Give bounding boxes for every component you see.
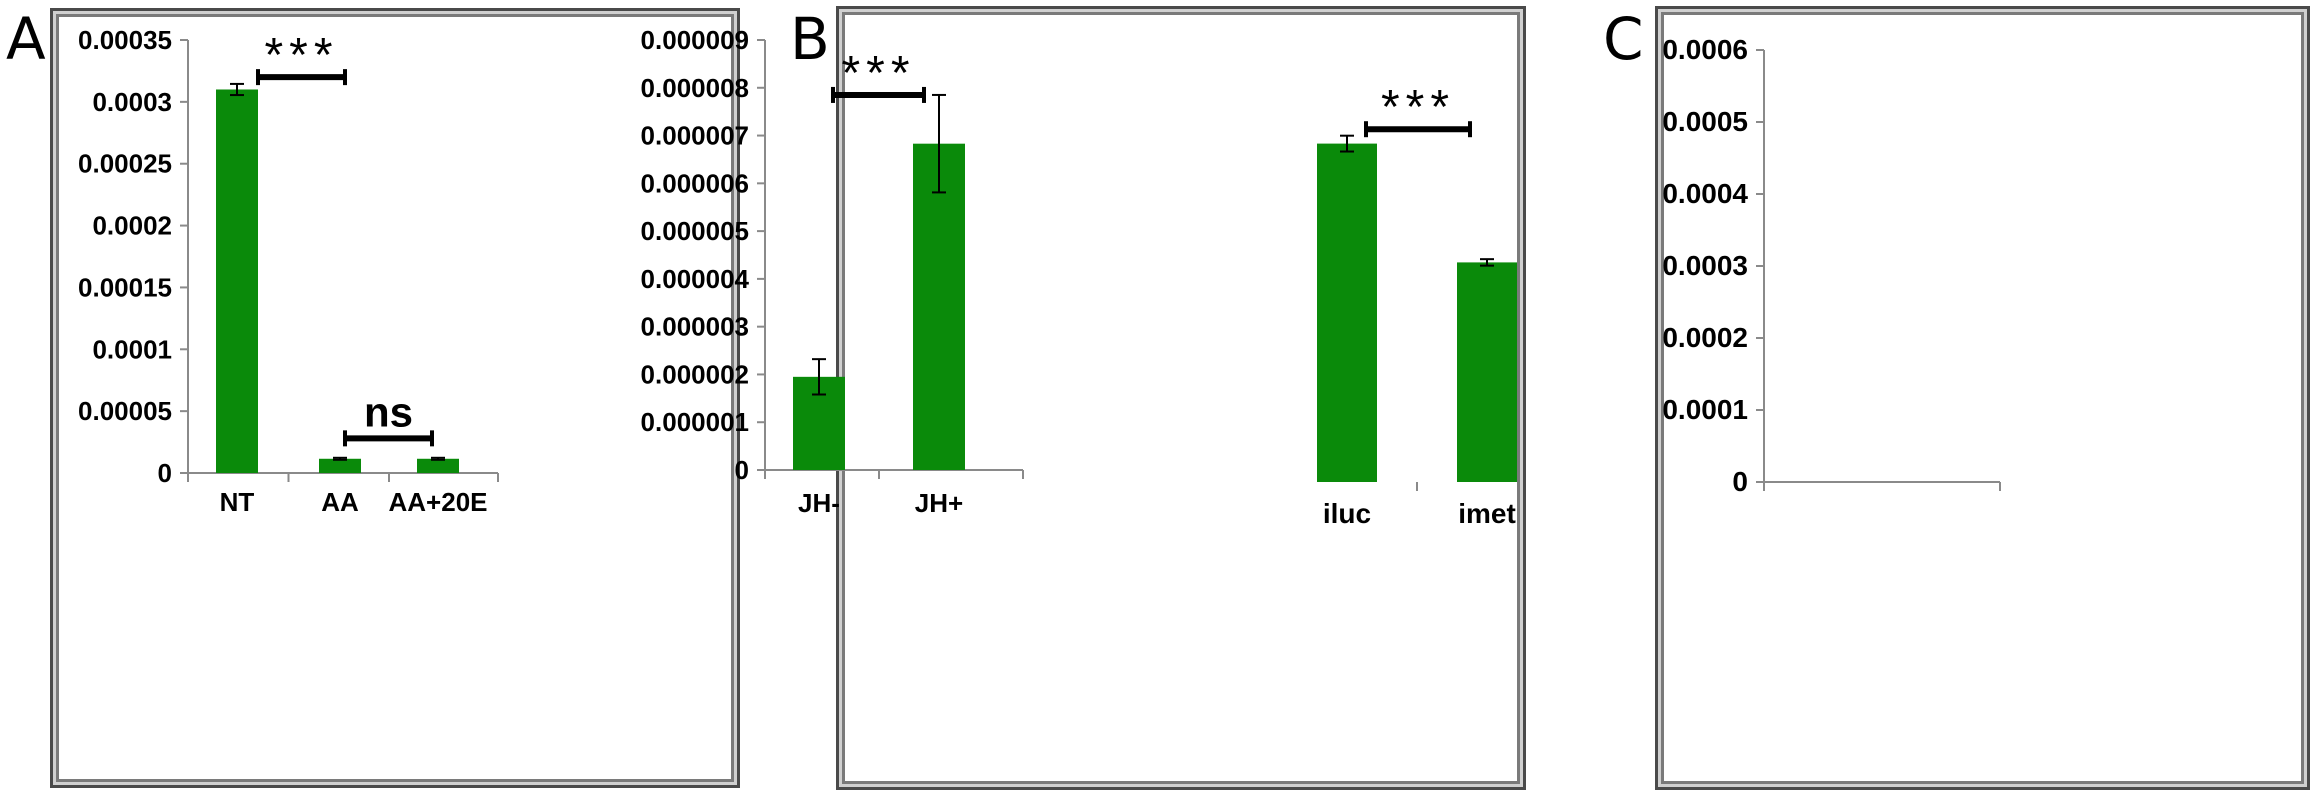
y-tick-label-a: 0.00005 [78, 396, 172, 426]
y-tick-label-a: 0.0003 [92, 87, 172, 117]
y-tick-label-b: 0.000006 [641, 168, 749, 198]
significance-stars-b: *** [841, 47, 915, 100]
category-label-c: iluc [1323, 498, 1371, 529]
y-tick-label-b: 0.000004 [641, 264, 750, 294]
panel-frame-a [50, 8, 740, 788]
y-tick-label-b: 0 [735, 455, 749, 485]
y-tick-label-a: 0.00025 [78, 149, 172, 179]
y-tick-label-c: 0.0004 [1662, 178, 1748, 209]
significance-stars-a: *** [264, 29, 338, 82]
bar-c-imet [1457, 262, 1517, 482]
panel-letter-a: A [6, 5, 46, 73]
y-tick-label-a: 0.00035 [78, 25, 172, 55]
bar-b-jh [913, 143, 965, 470]
y-tick-label-c: 0.0001 [1662, 394, 1748, 425]
bar-a-aa [319, 458, 361, 473]
bar-c-iluc [1317, 143, 1377, 482]
y-tick-label-b: 0.000002 [641, 359, 749, 389]
y-tick-label-c: 0.0003 [1662, 250, 1748, 281]
y-tick-label-c: 0.0006 [1662, 34, 1748, 65]
y-tick-label-b: 0.000009 [641, 25, 749, 55]
y-tick-label-a: 0 [158, 458, 172, 488]
y-tick-label-c: 0.0002 [1662, 322, 1748, 353]
y-tick-label-b: 0.000001 [641, 407, 749, 437]
category-label-a: AA+20E [389, 487, 488, 517]
y-tick-label-b: 0.000003 [641, 312, 749, 342]
significance-ns-a: ns [364, 388, 413, 435]
bar-a-aa20e [417, 458, 459, 473]
y-tick-label-b: 0.000008 [641, 73, 749, 103]
category-label-a: NT [220, 487, 255, 517]
y-tick-label-b: 0.000007 [641, 121, 749, 151]
y-tick-label-a: 0.0002 [92, 211, 172, 241]
y-tick-label-b: 0.000005 [641, 216, 749, 246]
category-label-c: imet [1458, 498, 1516, 529]
category-label-a: AA [321, 487, 359, 517]
y-tick-label-c: 0 [1732, 466, 1748, 497]
panel-letter-c: C [1603, 5, 1644, 73]
panel-letter-b: B [790, 5, 830, 73]
y-tick-label-c: 0.0005 [1662, 106, 1748, 137]
y-tick-label-a: 0.0001 [92, 334, 172, 364]
category-label-b: JH- [798, 488, 840, 518]
significance-stars-c: *** [1381, 81, 1455, 134]
bar-a-nt [216, 89, 258, 473]
y-tick-label-a: 0.00015 [78, 272, 172, 302]
category-label-b: JH+ [915, 488, 963, 518]
